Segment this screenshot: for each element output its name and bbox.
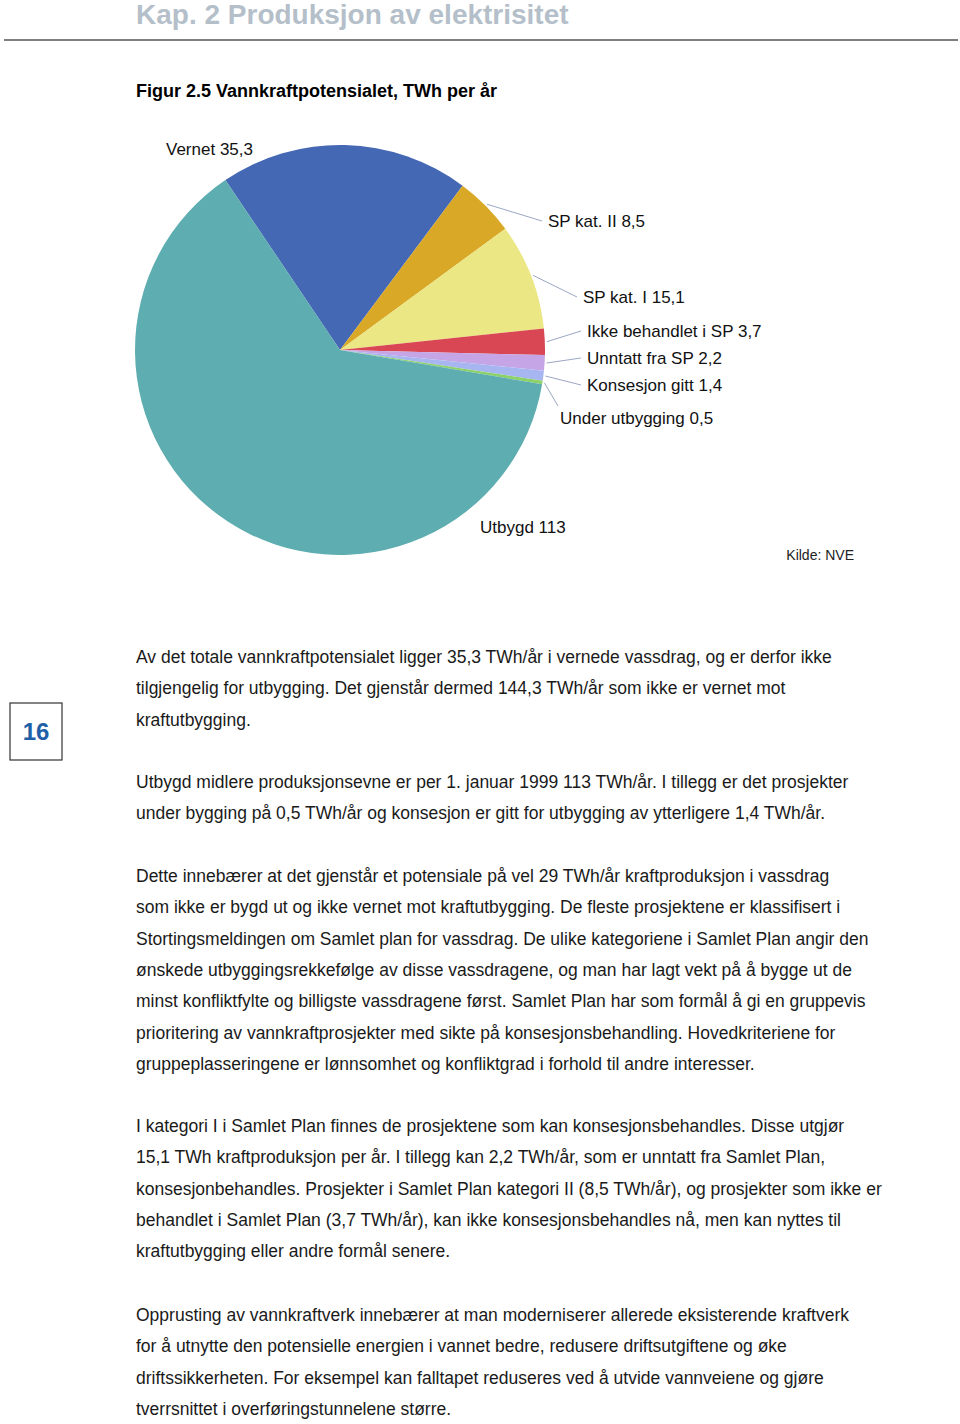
paragraph-line: Av det totale vannkraftpotensialet ligge… (136, 647, 832, 667)
paragraph-line: kraftutbygging. (136, 710, 251, 730)
source-note: Kilde: NVE (786, 547, 854, 563)
paragraph-line: minst konfliktfylte og billigste vassdra… (136, 991, 866, 1011)
label-name: SP kat. I (583, 288, 647, 307)
data-label: Konsesjon gitt 1,4 (587, 376, 722, 395)
label-name: Vernet (166, 140, 215, 159)
paragraph-line: gruppeplasseringene er lønnsomhet og kon… (136, 1054, 755, 1074)
label-value: 2,2 (698, 349, 722, 368)
data-label: SP kat. I 15,1 (583, 288, 685, 307)
paragraph-line: som ikke er bygd ut og ikke vernet mot k… (136, 897, 840, 917)
label-value: 15,1 (652, 288, 685, 307)
pie-slice (135, 180, 542, 555)
data-label: SP kat. II 8,5 (548, 212, 645, 231)
header-rule (4, 39, 958, 41)
data-label: Unntatt fra SP 2,2 (587, 349, 722, 368)
data-label: Under utbygging 0,5 (560, 409, 713, 428)
paragraph-line: Opprusting av vannkraftverk innebærer at… (136, 1305, 849, 1325)
page: Kap. 2 Produksjon av elektrisitet Figur 2… (0, 0, 960, 1424)
label-name: Under utbygging (560, 409, 685, 428)
label-value: 35,3 (220, 140, 253, 159)
label-name: Konsesjon gitt (587, 376, 694, 395)
page-number-box (10, 703, 62, 760)
label-value: 0,5 (690, 409, 714, 428)
label-value: 113 (539, 518, 566, 537)
leader-line (544, 383, 558, 406)
label-name: Utbygd (480, 518, 534, 537)
label-name: SP kat. II (548, 212, 617, 231)
page-number: 16 (23, 718, 50, 745)
paragraph-line: 15,1 TWh kraftproduksjon per år. I tille… (136, 1147, 825, 1167)
label-value: 1,4 (699, 376, 723, 395)
label-value: 3,7 (738, 322, 762, 341)
leader-line (547, 331, 581, 342)
paragraph-line: I kategori I i Samlet Plan finnes de pro… (136, 1116, 844, 1136)
paragraph-line: under bygging på 0,5 TWh/år og konsesjon… (136, 803, 825, 823)
data-label: Utbygd 113 (480, 518, 566, 537)
figure-title: Figur 2.5 Vannkraftpotensialet, TWh per … (136, 81, 497, 101)
label-name: Ikke behandlet i SP (587, 322, 733, 341)
paragraph-line: ønskede utbyggingsrekkefølge av disse va… (136, 960, 852, 980)
leader-line (533, 275, 577, 297)
data-label: Ikke behandlet i SP 3,7 (587, 322, 762, 341)
paragraph-line: prioritering av vannkraftprosjekter med … (136, 1023, 836, 1043)
paragraph-line: for å utnytte den potensielle energien i… (136, 1336, 787, 1356)
paragraph-line: Dette innebærer at det gjenstår et poten… (136, 866, 829, 886)
paragraph-line: Utbygd midlere produksjonsevne er per 1.… (136, 772, 849, 792)
paragraph-line: tverrsnittet i overføringstunnelene stør… (136, 1399, 451, 1419)
paragraph-line: kraftutbygging eller andre formål senere… (136, 1241, 450, 1261)
paragraph-line: konsesjonbehandles. Prosjekter i Samlet … (136, 1179, 882, 1199)
leader-line (545, 376, 581, 385)
leader-line (547, 358, 581, 363)
leader-line (487, 204, 542, 221)
data-labels: Vernet 35,3 SP kat. II 8,5 SP kat. I 15,1 I… (166, 140, 762, 537)
paragraph-line: driftssikkerheten. For eksempel kan fall… (136, 1368, 824, 1388)
label-value: 8,5 (621, 212, 645, 231)
paragraph-line: behandlet i Samlet Plan (3,7 TWh/år), ka… (136, 1210, 841, 1230)
label-name: Unntatt fra SP (587, 349, 693, 368)
paragraph-line: tilgjengelig for utbygging. Det gjenstår… (136, 678, 786, 698)
pie (135, 145, 545, 555)
paragraph-line: Stortingsmeldingen om Samlet plan for va… (136, 929, 868, 949)
data-label: Vernet 35,3 (166, 140, 253, 159)
body-text: Av det totale vannkraftpotensialet ligge… (136, 647, 882, 1419)
header: Kap. 2 Produksjon av elektrisitet (136, 0, 569, 30)
